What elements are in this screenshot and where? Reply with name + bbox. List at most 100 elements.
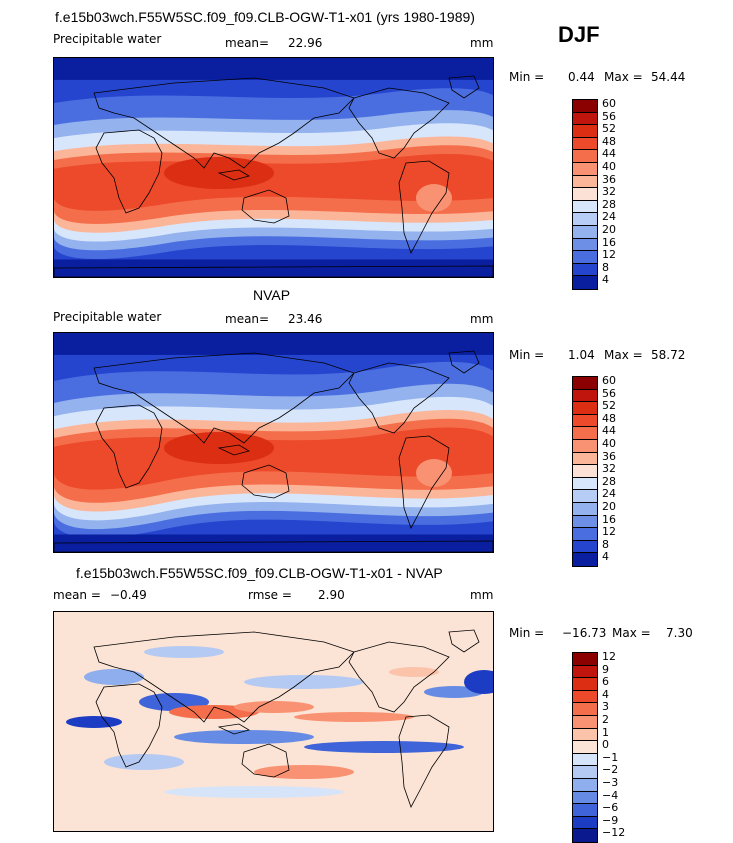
coastline	[448, 629, 480, 653]
colorbar-swatch	[573, 703, 597, 716]
colorbar-level-label: 0	[602, 738, 609, 752]
colorbar-swatch	[573, 753, 597, 767]
panel3-units: mm	[470, 588, 494, 602]
colorbar-level-label: 60	[602, 97, 616, 110]
panel3-map	[53, 611, 494, 832]
colorbar-swatch	[573, 263, 597, 277]
panel2-colorbar	[572, 376, 598, 567]
field-anomaly	[294, 712, 414, 722]
panel1-max-value: 54.44	[651, 70, 686, 84]
coastline	[217, 723, 251, 735]
colorbar-swatch	[573, 553, 597, 566]
coastline	[448, 75, 480, 99]
field-anomaly	[104, 754, 184, 770]
panel3-colorbar	[572, 652, 598, 843]
field-anomaly	[254, 765, 354, 779]
field-contour-band	[54, 153, 493, 211]
field-anomaly	[174, 730, 314, 744]
colorbar-swatch	[573, 490, 597, 503]
colorbar-level-label: 4	[602, 687, 609, 701]
colorbar-swatch	[573, 175, 597, 189]
panel3-min-label: Min =	[509, 626, 545, 640]
panel1-title: f.e15b03wch.F55W5SC.f09_f09.CLB-OGW-T1-x…	[55, 9, 475, 25]
colorbar-swatch	[573, 213, 597, 226]
colorbar-level-label: 4	[602, 550, 609, 564]
colorbar-swatch	[573, 225, 597, 239]
field-anomaly	[66, 716, 122, 728]
panel1-variable: Precipitable water	[53, 32, 162, 46]
panel2-map	[53, 332, 494, 553]
colorbar-level-label: 44	[602, 147, 616, 161]
colorbar-level-label: 44	[602, 424, 616, 438]
field-anomaly	[304, 741, 464, 753]
field-anomaly	[389, 667, 439, 677]
field-anomaly	[164, 786, 344, 798]
colorbar-swatch	[573, 100, 597, 113]
field-contour-band	[54, 259, 493, 277]
colorbar-swatch	[573, 251, 597, 264]
colorbar-swatch	[573, 665, 597, 679]
field-contour-band	[54, 534, 493, 552]
field-warm-pool	[416, 184, 452, 212]
colorbar-level-label: 40	[602, 160, 616, 173]
panel1-min-value: 0.44	[568, 70, 595, 84]
panel2-max-label: Max =	[604, 348, 643, 362]
colorbar-swatch	[573, 402, 597, 415]
colorbar-swatch	[573, 389, 597, 403]
panel3-rmse-label: rmse =	[248, 588, 292, 602]
colorbar-swatch	[573, 829, 597, 842]
colorbar-level-label: 32	[602, 185, 616, 199]
colorbar-swatch	[573, 502, 597, 516]
colorbar-level-label: −2	[602, 763, 619, 777]
coastline	[348, 362, 450, 434]
season-label: DJF	[558, 22, 600, 47]
colorbar-swatch	[573, 816, 597, 830]
colorbar-swatch	[573, 766, 597, 779]
colorbar-swatch	[573, 477, 597, 491]
coastline	[54, 540, 493, 552]
panel2-min-value: 1.04	[568, 348, 595, 362]
colorbar-level-label: 40	[602, 437, 616, 450]
panel1-colorbar	[572, 99, 598, 290]
panel2-units: mm	[470, 312, 494, 326]
colorbar-level-label: 32	[602, 462, 616, 476]
panel3-max-value: 7.30	[666, 626, 693, 640]
colorbar-swatch	[573, 439, 597, 453]
coastline	[95, 683, 163, 768]
panel2-mean-value: 23.46	[288, 312, 323, 326]
field-anomaly	[464, 670, 493, 694]
panel2-mean-label: mean=	[225, 312, 270, 326]
panel1-units: mm	[470, 36, 494, 50]
coastline	[398, 160, 450, 254]
colorbar-level-label: 28	[602, 197, 616, 211]
colorbar-swatch	[573, 778, 597, 792]
colorbar-level-label: 24	[602, 210, 616, 224]
coastline	[217, 169, 251, 181]
colorbar-swatch	[573, 112, 597, 126]
colorbar-level-label: 1	[602, 725, 609, 739]
panel1-map	[53, 57, 494, 278]
colorbar-swatch	[573, 728, 597, 742]
coastline	[93, 631, 355, 723]
colorbar-swatch	[573, 465, 597, 478]
coastline	[448, 350, 480, 374]
colorbar-swatch	[573, 276, 597, 289]
panel2-variable: Precipitable water	[53, 310, 162, 324]
coastline	[241, 743, 290, 778]
panel3-min-value: −16.73	[562, 626, 607, 640]
colorbar-level-label: 48	[602, 134, 616, 148]
colorbar-level-label: 52	[602, 122, 616, 136]
coastline	[95, 404, 163, 489]
colorbar-level-label: 56	[602, 109, 616, 123]
field-anomaly	[84, 669, 144, 685]
colorbar-swatch	[573, 238, 597, 252]
field-anomaly	[244, 675, 364, 689]
coastline	[398, 435, 450, 529]
colorbar-level-label: 48	[602, 411, 616, 425]
coastline	[398, 714, 450, 808]
coastline	[93, 352, 355, 444]
coastline	[54, 265, 493, 277]
coastline	[348, 641, 450, 713]
panel3-rmse-value: 2.90	[318, 588, 345, 602]
coastline	[241, 189, 290, 224]
